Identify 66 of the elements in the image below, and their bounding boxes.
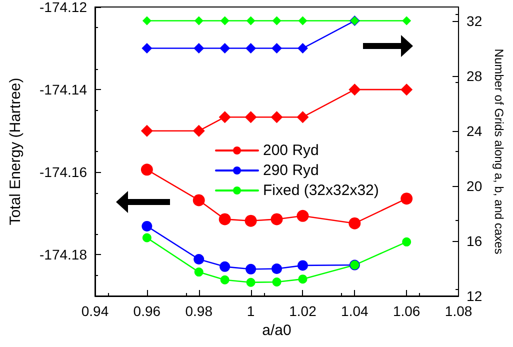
point [192,194,205,206]
point [142,43,152,54]
point [298,16,308,26]
point [194,254,204,265]
point [400,192,413,205]
x-tick-label: 1.08 [444,303,472,319]
point [218,111,231,124]
x-tick-label: 0.94 [81,303,109,319]
point [220,261,230,272]
point [140,124,153,137]
y-tick-label: -174.16 [40,164,88,180]
x-tick-label: 0.98 [185,303,213,319]
point [220,275,230,284]
y2-axis-title: Number of Grids along a, b, and caxes [492,48,506,254]
y2-tick-label: 16 [466,232,482,249]
x-axis-title: a/a0 [262,322,292,339]
point [270,213,283,226]
y-tick-label: -174.18 [40,246,88,263]
point [140,164,153,176]
y2-tick-label: 24 [466,122,482,139]
point [348,217,361,230]
y2-tick-label: 20 [466,178,482,194]
point [142,233,152,242]
x-tick-label: 1.04 [341,303,368,319]
point [272,277,282,286]
point [244,111,257,124]
point [297,43,308,54]
point [296,111,309,124]
point [194,268,204,277]
point [402,237,412,246]
y2-tick-label: 12 [466,288,482,304]
point [194,16,204,26]
point [246,278,256,287]
point [270,111,283,124]
y-axis-title: Total Energy (Hartree) [7,78,24,226]
point [296,210,309,222]
x-tick-label: 0.96 [133,303,161,319]
x-tick-label: 1.02 [289,303,317,319]
y-tick-label: -174.14 [40,82,88,98]
y-tick-label: -174.12 [40,0,88,15]
y2-tick-label: 28 [466,68,482,84]
legend-label: 290 Ryd [263,162,319,179]
point [220,43,230,54]
point [246,264,256,274]
point [244,214,257,227]
x-tick-label: 1.06 [392,303,420,319]
point [218,213,231,226]
point [272,43,282,54]
point [402,16,412,26]
point [272,16,282,26]
point [194,43,204,54]
point [400,84,413,96]
point [246,43,256,54]
point [297,260,308,271]
point [246,16,256,26]
point [298,274,308,284]
point [220,16,230,26]
point [192,124,205,137]
legend-label: 200 Ryd [263,142,319,159]
point [142,220,152,232]
point [348,84,361,96]
y2-tick-label: 32 [466,12,482,29]
legend-label: Fixed (32x32x32) [263,182,379,199]
point [272,264,282,274]
x-tick-label: 1 [246,303,255,319]
point [142,16,152,26]
